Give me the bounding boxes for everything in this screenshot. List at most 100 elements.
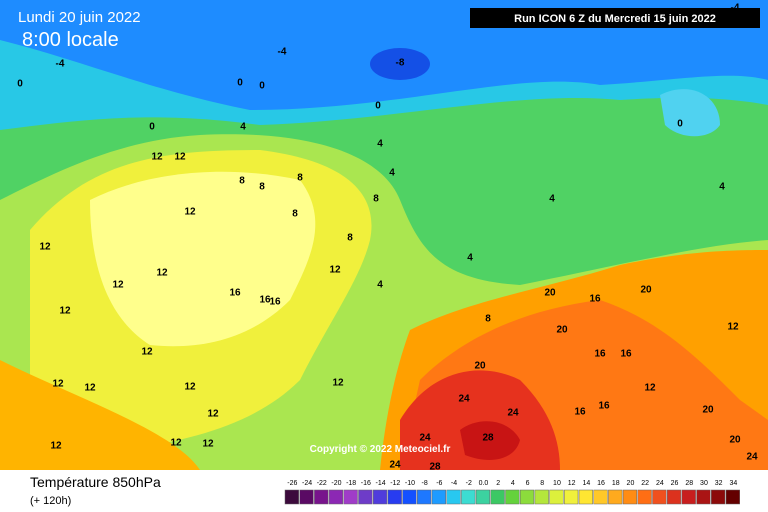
- contour-label: 12: [39, 242, 51, 253]
- contour-label: 12: [184, 382, 196, 393]
- map-date: Lundi 20 juin 2022: [18, 9, 141, 26]
- scale-swatch: [534, 489, 549, 505]
- contour-label: 16: [598, 401, 610, 412]
- scale-swatch: [372, 489, 388, 505]
- contour-label: 16: [594, 349, 606, 360]
- scale-label: -10: [405, 480, 415, 487]
- scale-label: -24: [302, 480, 312, 487]
- contour-label: 20: [474, 361, 486, 372]
- field-dark-red: [460, 421, 520, 460]
- scale-label: 18: [612, 480, 620, 487]
- map-fields: [0, 0, 768, 471]
- contour-label: 0: [259, 81, 265, 92]
- contour-labels: -4-4-8-400000404121288812884444121281216…: [17, 3, 758, 473]
- scale-label: -26: [287, 480, 297, 487]
- scale-swatch: [681, 489, 696, 505]
- scale-swatch: [358, 489, 373, 505]
- copyright: Copyright © 2022 Meteociel.fr: [310, 444, 451, 455]
- scale-label: -6: [436, 480, 442, 487]
- contour-label: 8: [347, 233, 353, 244]
- color-scale: -26 -24 -22 -20 -18 -16 -14 -12 -10 -8 -6 -4 -2 0.0 2 4…: [284, 480, 740, 505]
- contour-label: 16: [229, 288, 241, 299]
- scale-swatch: [549, 489, 564, 505]
- field-cold-core: [370, 48, 430, 80]
- contour-label: 8: [373, 194, 379, 205]
- contour-label: 4: [389, 168, 395, 179]
- contour-label: 12: [84, 383, 96, 394]
- contour-label: 12: [52, 379, 64, 390]
- scale-label: -12: [390, 480, 400, 487]
- scale-swatch: [564, 489, 579, 505]
- scale-swatch: [431, 489, 446, 505]
- scale-label: -22: [317, 480, 327, 487]
- contour-label: 12: [332, 378, 344, 389]
- contour-label: 16: [574, 407, 586, 418]
- scale-swatch: [711, 489, 726, 505]
- contour-label: 20: [556, 325, 568, 336]
- scale-label: 2: [496, 480, 500, 487]
- scale-label: -16: [361, 480, 371, 487]
- map-time: 8:00 locale: [22, 29, 119, 51]
- scale-swatch: [519, 489, 535, 505]
- scale-swatch: [593, 489, 608, 505]
- scale-swatch: [578, 489, 593, 505]
- scale-swatch: [417, 489, 432, 505]
- contour-label: 28: [482, 433, 494, 444]
- contour-label: 12: [156, 268, 168, 279]
- contour-label: 4: [377, 139, 383, 150]
- contour-label: 20: [640, 285, 652, 296]
- contour-label: 12: [112, 280, 124, 291]
- contour-label: 12: [329, 265, 341, 276]
- scale-label: 12: [568, 480, 576, 487]
- scale-swatch: [622, 489, 638, 505]
- scale-label: 34: [729, 480, 737, 487]
- contour-label: 24: [419, 433, 431, 444]
- contour-label: 0: [375, 101, 381, 112]
- contour-label: 20: [702, 405, 714, 416]
- contour-label: 12: [59, 306, 71, 317]
- contour-label: 8: [485, 314, 491, 325]
- scale-label: 14: [582, 480, 590, 487]
- scale-swatch: [284, 489, 299, 505]
- contour-label: 12: [170, 438, 182, 449]
- field-light-yellow: [90, 171, 316, 347]
- contour-label: 0: [677, 119, 683, 130]
- scale-label: 20: [627, 480, 635, 487]
- run-box: [470, 8, 760, 28]
- contour-label: 12: [50, 441, 62, 452]
- scale-swatch: [725, 489, 740, 505]
- scale-label: 4: [511, 480, 515, 487]
- contour-label: 4: [377, 280, 383, 291]
- scale-swatch: [328, 489, 344, 505]
- contour-label: 24: [746, 452, 758, 463]
- footer-lead: (+ 120h): [30, 495, 71, 507]
- contour-label: 0: [237, 78, 243, 89]
- contour-label: 12: [141, 347, 153, 358]
- contour-label: 28: [429, 462, 441, 473]
- contour-label: 20: [729, 435, 741, 446]
- scale-label: 30: [700, 480, 708, 487]
- contour-label: 12: [202, 439, 214, 450]
- contour-label: 24: [389, 460, 401, 471]
- scale-label: -20: [331, 480, 341, 487]
- scale-swatch: [475, 489, 491, 505]
- field-red: [400, 370, 560, 470]
- contour-label: 8: [292, 209, 298, 220]
- contour-label: 12: [727, 322, 739, 333]
- contour-label: 4: [719, 182, 725, 193]
- scale-swatch: [696, 489, 711, 505]
- contour-label: 24: [458, 394, 470, 405]
- scale-label: 26: [671, 480, 679, 487]
- scale-label: 8: [540, 480, 544, 487]
- contour-label: 20: [544, 288, 556, 299]
- scale-label: -18: [346, 480, 356, 487]
- scale-swatch: [299, 489, 314, 505]
- contour-label: 16: [269, 297, 281, 308]
- scale-label: 32: [715, 480, 723, 487]
- scale-label: -8: [422, 480, 428, 487]
- contour-label: -4: [56, 59, 65, 70]
- scale-swatch: [608, 489, 623, 505]
- scale-swatch: [666, 489, 682, 505]
- scale-swatch: [505, 489, 520, 505]
